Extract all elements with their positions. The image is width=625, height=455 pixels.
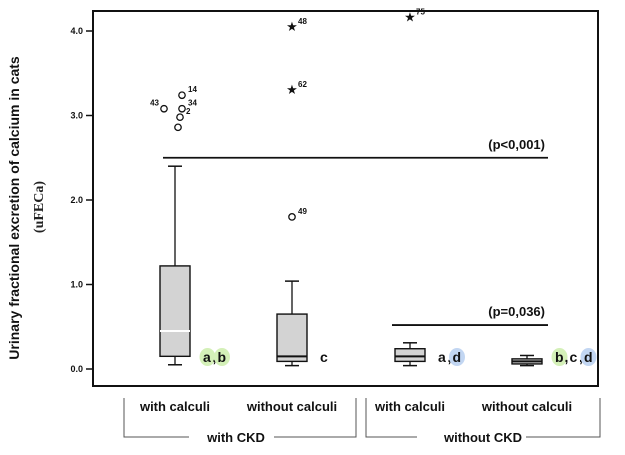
significance-label: (p<0,001): [488, 137, 545, 152]
outlier-point: [178, 104, 186, 113]
group-label: with CKD: [206, 430, 265, 445]
plot-frame: [92, 10, 599, 387]
letter-highlight: [449, 348, 465, 366]
outlier-point: [176, 113, 184, 122]
x-category-label: with calculi: [374, 399, 445, 414]
group-bracket: [123, 398, 357, 438]
x-axis: with calculi without calculi with calculi w…: [123, 398, 601, 445]
extreme-point: ★: [286, 82, 298, 97]
outlier-label: 62: [298, 80, 307, 89]
x-category-label: without calculi: [246, 399, 337, 414]
box-4: b,c,d: [511, 348, 597, 367]
group-letter: d: [453, 349, 462, 365]
y-tick-label: 1.0: [70, 280, 83, 290]
y-tick-label: 3.0: [70, 111, 83, 121]
group-letter: d: [584, 349, 593, 365]
outlier-label: 48: [298, 17, 307, 26]
letter-highlight: [551, 348, 568, 366]
group-letter: a: [438, 349, 446, 365]
group-letter: ,: [565, 349, 569, 365]
group-label: without CKD: [443, 430, 522, 445]
y-tick-label: 2.0: [70, 195, 83, 205]
outlier-point: [288, 213, 296, 221]
x-category-label: with calculi: [139, 399, 210, 414]
group-letter: a: [203, 349, 211, 365]
group-letter: b: [218, 349, 227, 365]
outlier-point: [178, 91, 186, 100]
significance-label: (p=0,036): [488, 304, 545, 319]
outlier-point: [174, 123, 182, 132]
box-2: c49★ 62★ 48: [276, 17, 328, 367]
outlier-label: 75: [416, 7, 425, 16]
y-axis-title: Urinary fractional excretion of calcium …: [6, 56, 22, 360]
y-tick-label: 0.0: [70, 364, 83, 374]
significance-annotations: (p<0,001) (p=0,036): [163, 137, 548, 326]
group-letter: b: [555, 349, 564, 365]
y-tick-label: 4.0: [70, 26, 83, 36]
y-axis-subtitle: (uFECa): [32, 181, 47, 233]
letter-highlight: [199, 348, 216, 366]
letter-highlight: [580, 348, 597, 366]
x-category-label: without calculi: [481, 399, 572, 414]
outlier-label: 2: [186, 107, 191, 116]
y-axis: 0.0 1.0 2.0 3.0 4.0: [70, 26, 93, 374]
group-letter: c: [570, 349, 578, 365]
letter-highlight: [214, 348, 230, 366]
box-body: [159, 265, 191, 358]
extreme-point: ★: [404, 9, 416, 24]
outlier-label: 43: [150, 99, 159, 108]
outlier-label: 34: [188, 99, 197, 108]
group-bracket: [365, 398, 601, 438]
outlier-label: 49: [298, 207, 307, 216]
extreme-point: ★: [286, 19, 298, 34]
box-body: [394, 348, 426, 363]
outlier-label: 14: [188, 85, 197, 94]
box-body: [276, 313, 308, 363]
outlier-point: [160, 104, 168, 113]
box-3: a,d★75: [394, 7, 465, 367]
group-letter: c: [320, 349, 328, 365]
